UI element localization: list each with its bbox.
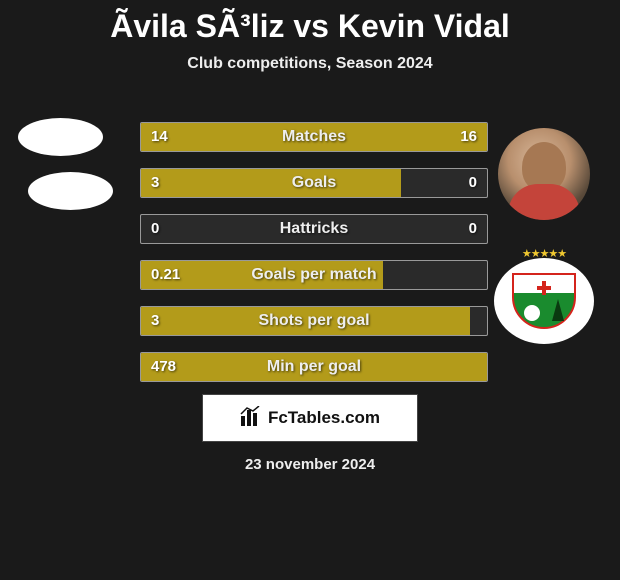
- team-right-logo: ★★★★★: [494, 258, 594, 344]
- stat-row-goals: 3 Goals 0: [140, 168, 488, 198]
- player-left-avatar: [18, 118, 103, 156]
- page-title: Ãvila SÃ³liz vs Kevin Vidal: [0, 0, 620, 45]
- player-right-avatar: [498, 128, 590, 220]
- team-left-logo: [28, 172, 113, 210]
- stat-label: Matches: [141, 123, 487, 151]
- stat-row-goals-per-match: 0.21 Goals per match: [140, 260, 488, 290]
- stat-label: Hattricks: [141, 215, 487, 243]
- team-cross-icon: [537, 281, 551, 295]
- team-shield-icon: [512, 273, 576, 329]
- team-derrick-icon: [552, 299, 564, 321]
- stat-value-right: 16: [460, 123, 477, 151]
- stat-row-hattricks: 0 Hattricks 0: [140, 214, 488, 244]
- stat-value-right: 0: [469, 215, 477, 243]
- stat-label: Shots per goal: [141, 307, 487, 335]
- brand-label: FcTables.com: [268, 408, 380, 428]
- stats-container: 14 Matches 16 3 Goals 0 0 Hattricks 0 0.…: [140, 122, 488, 398]
- stat-row-min-per-goal: 478 Min per goal: [140, 352, 488, 382]
- stat-label: Min per goal: [141, 353, 487, 381]
- fctables-bars-icon: [240, 406, 262, 431]
- stat-row-matches: 14 Matches 16: [140, 122, 488, 152]
- team-ball-icon: [524, 305, 540, 321]
- stat-row-shots-per-goal: 3 Shots per goal: [140, 306, 488, 336]
- stat-label: Goals per match: [141, 261, 487, 289]
- team-stars-icon: ★★★★★: [494, 247, 594, 260]
- stat-label: Goals: [141, 169, 487, 197]
- stat-value-right: 0: [469, 169, 477, 197]
- brand-link[interactable]: FcTables.com: [202, 394, 418, 442]
- footer-date: 23 november 2024: [0, 456, 620, 473]
- page-subtitle: Club competitions, Season 2024: [0, 55, 620, 73]
